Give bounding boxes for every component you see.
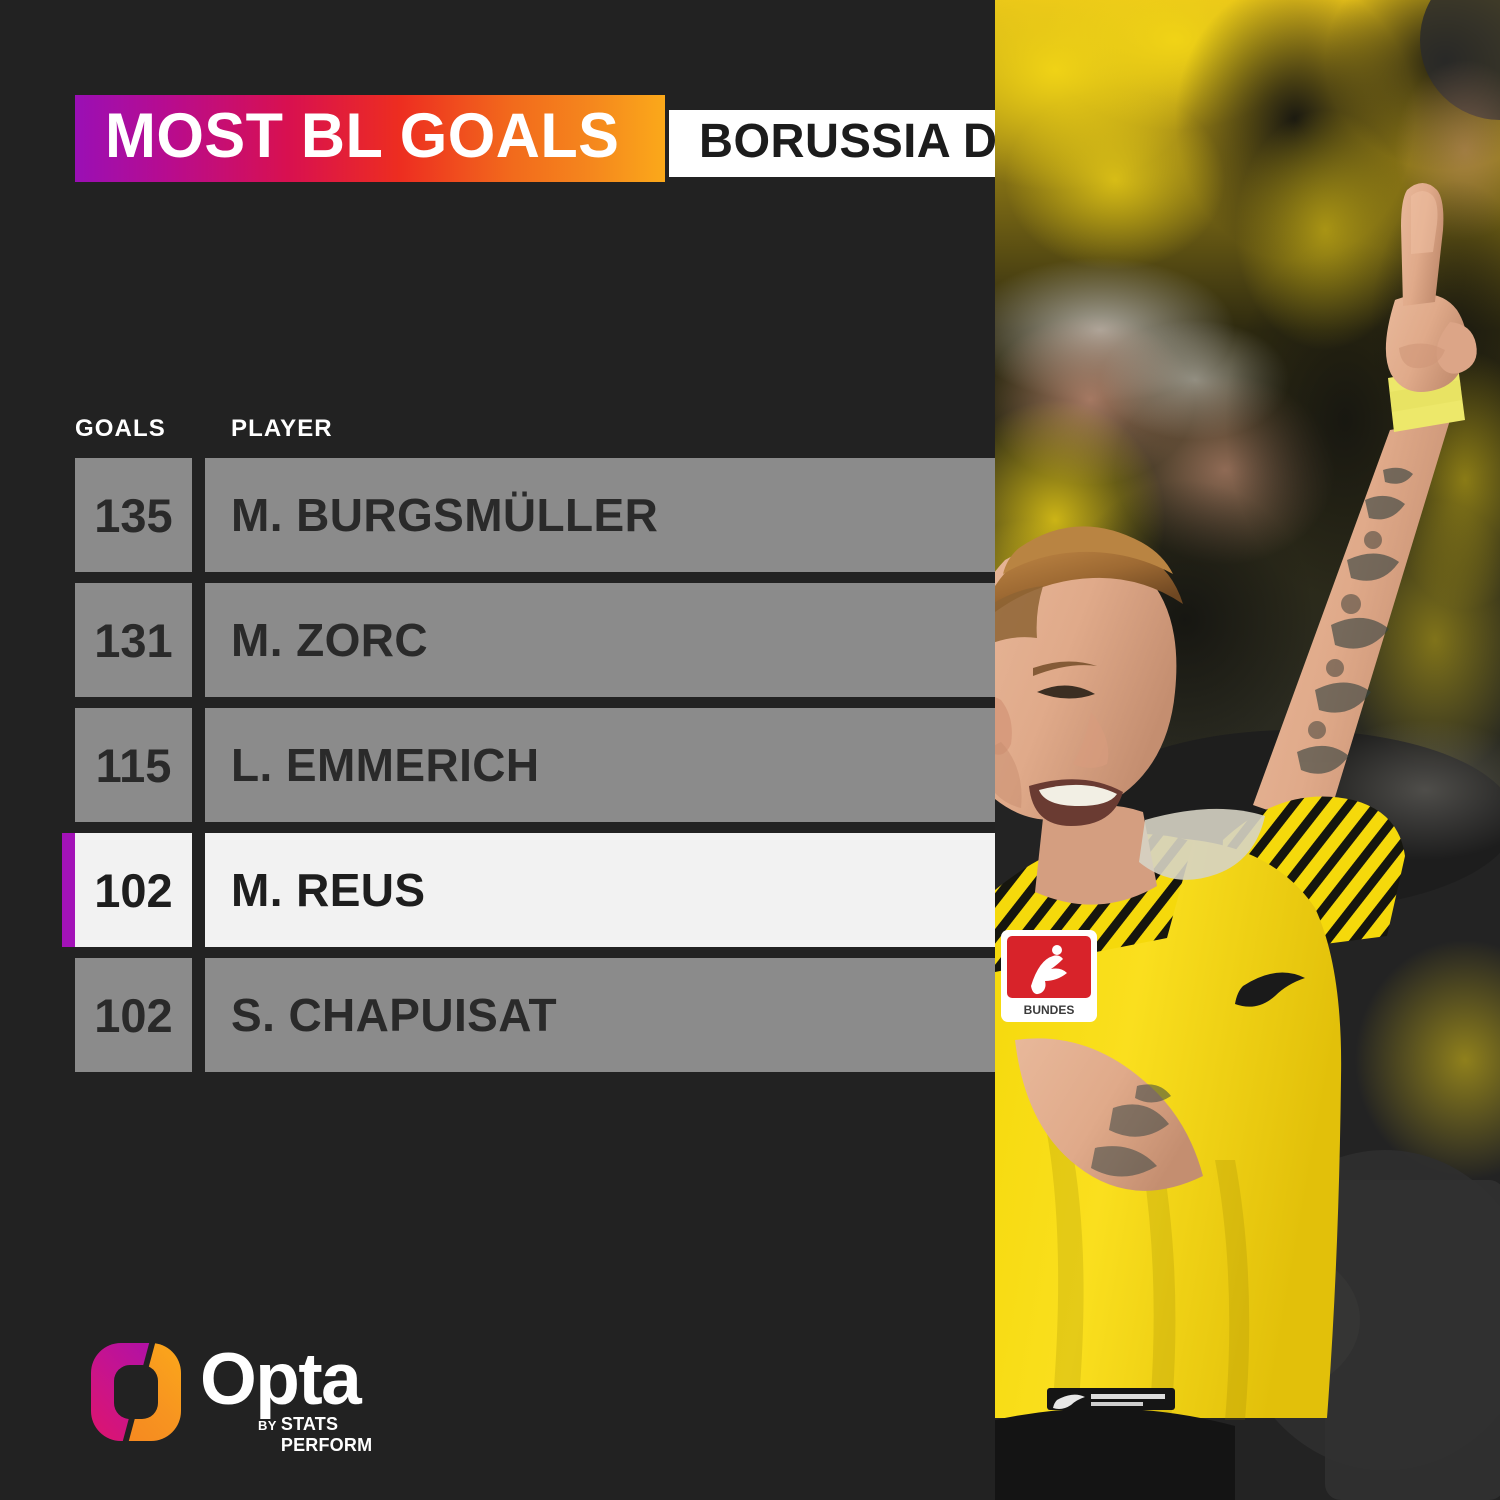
- goals-value: 102: [94, 988, 173, 1042]
- opta-tagline: BY STATS PERFORM: [258, 1414, 415, 1456]
- goals-cell: 102: [75, 833, 192, 947]
- goals-value: 115: [95, 738, 172, 792]
- goals-cell: 115: [75, 708, 192, 822]
- photo-illustration: BUNDES: [995, 0, 1500, 1500]
- opta-ring-icon: [88, 1340, 184, 1444]
- player-cell: M. BURGSMÜLLER: [205, 458, 995, 572]
- column-header-goals: GOALS: [75, 415, 166, 442]
- opta-logo: Opta BY STATS PERFORM: [88, 1338, 418, 1455]
- opta-wordmark: Opta BY STATS PERFORM: [200, 1339, 415, 1455]
- svg-text:BUNDES: BUNDES: [1024, 1003, 1075, 1017]
- table-headers: GOALS PLAYER: [75, 415, 995, 445]
- goals-cell: 102: [75, 958, 192, 1072]
- player-name: M. BURGSMÜLLER: [231, 489, 659, 541]
- title-banner: MOST BL GOALS: [75, 95, 665, 182]
- player-cell: S. CHAPUISAT: [205, 958, 995, 1072]
- player-name: L. EMMERICH: [231, 739, 540, 791]
- footballer-celebrating-photo: BUNDES: [995, 0, 1500, 1500]
- column-header-player: PLAYER: [231, 415, 333, 442]
- player-name: M. ZORC: [231, 614, 428, 666]
- goals-cell: 135: [75, 458, 192, 572]
- goals-value: 102: [94, 863, 173, 917]
- goals-value: 135: [94, 488, 173, 542]
- opta-stats-perform-text: STATS PERFORM: [280, 1414, 373, 1455]
- row-accent-bar: [62, 833, 75, 947]
- opta-name-text: Opta: [200, 1339, 362, 1420]
- player-cell: L. EMMERICH: [205, 708, 995, 822]
- player-cell: M. REUS: [205, 833, 995, 947]
- goals-value: 131: [94, 613, 173, 667]
- player-name: S. CHAPUISAT: [231, 989, 557, 1041]
- player-name: M. REUS: [231, 864, 426, 916]
- goals-cell: 131: [75, 583, 192, 697]
- page-title: MOST BL GOALS: [105, 101, 620, 171]
- player-cell: M. ZORC: [205, 583, 995, 697]
- opta-by-text: BY: [258, 1418, 277, 1433]
